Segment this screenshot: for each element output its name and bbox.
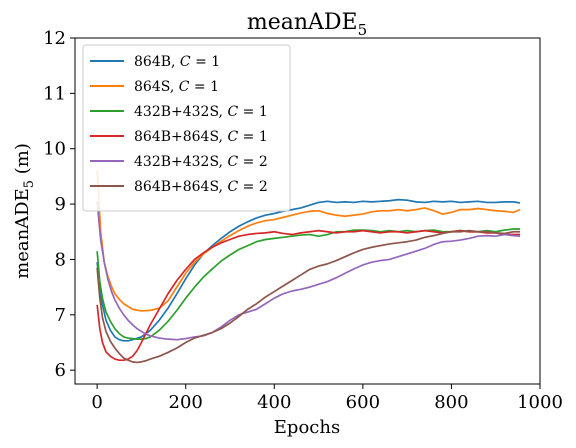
- chart-title-subscript: 5: [358, 21, 368, 39]
- y-axis-label-subscript: 5: [22, 180, 37, 188]
- axis-ticks: 0 200 400 600 800 1000 6 7 8 9 10 11 12: [43, 28, 563, 413]
- plot-area: [74, 37, 541, 385]
- legend-frame: [82, 44, 291, 212]
- legend-entry: 432B+432S, C = 2: [134, 154, 268, 170]
- series-line-2: [96, 170, 521, 312]
- series-line-5: [96, 201, 521, 341]
- y-tick-label: 9: [55, 194, 66, 215]
- y-tick-label: 10: [43, 139, 66, 160]
- x-tick-label: 1000: [517, 392, 563, 413]
- series-line-1: [96, 198, 521, 342]
- y-tick-label: 12: [43, 28, 66, 49]
- series-line-4: [96, 229, 521, 362]
- x-tick-label: 400: [257, 392, 291, 413]
- chart-title: meanADE5: [247, 10, 367, 39]
- legend: 864B, C = 1 864S, C = 1 432B+432S, C = 1 86…: [82, 44, 291, 212]
- legend-entry: 864B+864S, C = 2: [134, 179, 268, 195]
- x-tick-label: 800: [434, 392, 468, 413]
- series-lines: [96, 170, 521, 364]
- legend-entry: 864B, C = 1: [134, 54, 220, 70]
- legend-entry: 864B+864S, C = 1: [134, 129, 268, 145]
- series-line-3: [96, 228, 521, 341]
- y-tick-label: 6: [55, 360, 66, 381]
- x-tick-label: 600: [346, 392, 380, 413]
- y-axis-label: meanADE5 (m): [12, 143, 37, 279]
- series-line-6: [96, 229, 521, 364]
- x-axis-label: Epochs: [274, 417, 340, 438]
- x-tick-label: 0: [91, 392, 102, 413]
- y-tick-label: 11: [43, 83, 66, 104]
- y-tick-label: 7: [55, 305, 66, 326]
- y-axis-label-unit: (m): [12, 143, 33, 180]
- x-tick-label: 200: [169, 392, 203, 413]
- legend-entry: 864S, C = 1: [134, 79, 219, 95]
- y-tick-label: 8: [55, 249, 66, 270]
- legend-entry: 432B+432S, C = 1: [134, 104, 268, 120]
